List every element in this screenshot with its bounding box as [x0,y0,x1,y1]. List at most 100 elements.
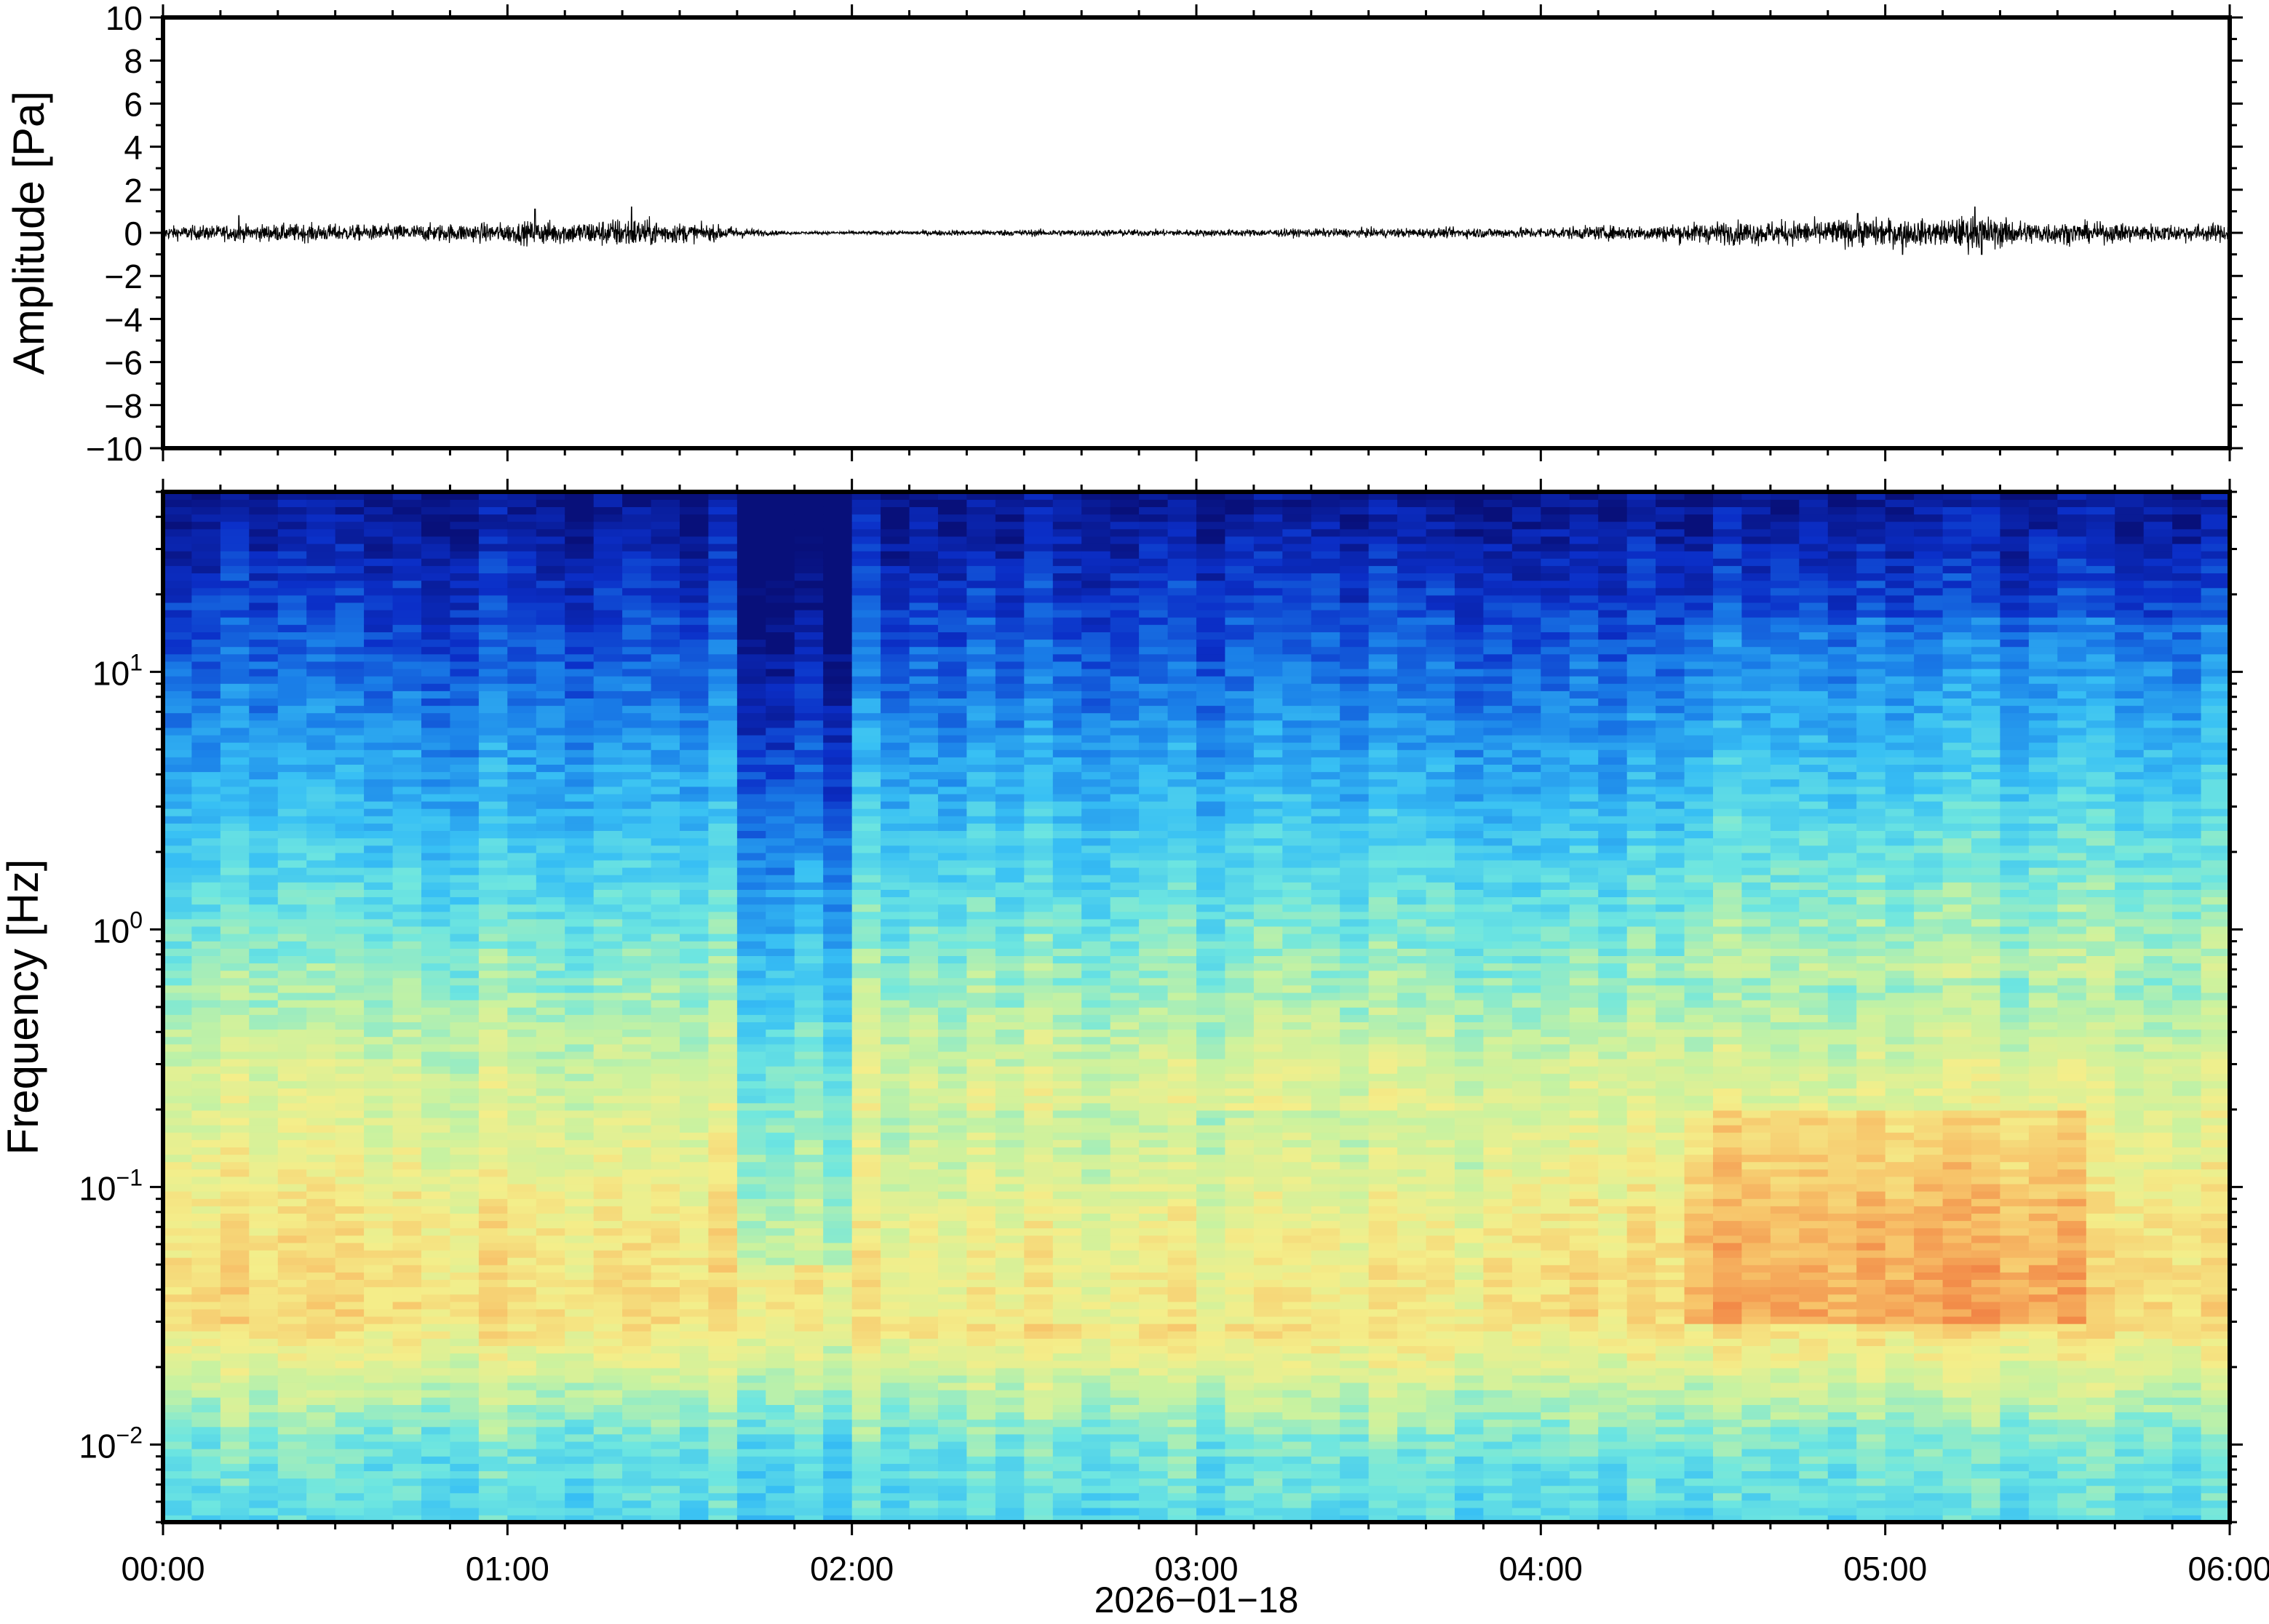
spectrogram-cell [421,1404,451,1413]
spectrogram-cell [164,1198,193,1206]
spectrogram-cell [335,757,365,765]
spectrogram-cell [421,1345,451,1354]
spectrogram-cell [736,580,767,589]
spectrogram-cell [421,896,451,905]
spectrogram-cell [507,1065,537,1074]
spectrogram-cell [851,1345,881,1354]
spectrogram-cell [191,1308,221,1317]
spectrogram-cell [794,587,824,596]
spectrogram-cell [909,1036,939,1045]
spectrogram-cell [736,1338,767,1346]
spectrogram-cell [1110,1286,1140,1295]
spectrogram-cell [392,646,422,655]
spectrogram-cell [1139,1007,1169,1015]
spectrogram-cell [823,1036,853,1045]
spectrogram-cell [794,712,824,721]
spectrogram-cell [191,1286,221,1295]
spectrogram-cell [306,587,336,596]
spectrogram-cell [191,1080,221,1088]
spectrogram-cell [478,550,509,559]
spectrogram-cell [478,1294,509,1302]
spectrogram-cell [277,1470,307,1479]
spectrogram-cell [622,970,652,979]
spectrogram-cell [1024,992,1054,1000]
spectrogram-cell [1139,1338,1169,1346]
spectrogram-cell [851,1367,881,1376]
spectrogram-cell [220,1308,250,1317]
spectrogram-cell [249,941,279,949]
spectrogram-cell [277,970,307,979]
spectrogram-cell [995,948,1025,956]
spectrogram-cell [565,1478,595,1486]
spectrogram-cell [995,1470,1025,1479]
spectrogram-cell [421,1073,451,1081]
spectrogram-cell [335,1169,365,1177]
spectrogram-cell [220,1500,250,1508]
spectrogram-cell [191,771,221,780]
spectrogram-cell [823,1183,853,1192]
spectrogram-cell [881,616,910,625]
spectrogram-cell [909,668,939,677]
spectrogram-cell [651,587,680,596]
spectrogram-cell [593,970,623,979]
spectrogram-cell [450,1272,480,1280]
spectrogram-cell [249,992,279,1000]
spectrogram-cell [277,1139,307,1147]
spectrogram-cell [736,712,767,721]
spectrogram-cell [478,668,509,677]
spectrogram-cell [364,1419,394,1428]
spectrogram-cell [1081,580,1111,589]
spectrogram-cell [794,632,824,640]
spectrogram-cell [507,536,537,544]
spectrogram-cell [680,1095,710,1104]
spectrogram-cell [1139,1426,1169,1435]
spectrogram-cell [478,499,509,507]
spectrogram-cell [593,1323,623,1332]
spectrogram-cell [881,845,910,853]
spectrogram-cell [938,1382,968,1390]
spectrogram-cell [1110,1478,1140,1486]
spectrogram-cell [306,1190,336,1199]
spectrogram-cell [938,771,968,780]
spectrogram-cell [680,550,710,559]
spectrogram-cell [823,646,853,655]
spectrogram-cell [249,830,279,839]
spectrogram-cell [736,683,767,691]
spectrogram-cell [1110,1367,1140,1376]
spectrogram-cell [220,786,250,795]
spectrogram-cell [364,580,394,589]
spectrogram-cell [220,889,250,898]
spectrogram-cell [909,793,939,802]
spectrogram-cell [593,963,623,971]
spectrogram-cell [1139,1176,1169,1185]
spectrogram-cell [249,646,279,655]
spectrogram-cell [680,1073,710,1081]
spectrogram-cell [1139,1294,1169,1302]
spectrogram-cell [392,904,422,912]
spectrogram-cell [766,1043,795,1052]
spectrogram-cell [565,1036,595,1045]
spectrogram-cell [736,1051,767,1059]
spectrogram-cell [995,609,1025,618]
spectrogram-cell [1024,1139,1054,1147]
spectrogram-cell [507,1147,537,1155]
spectrogram-cell [680,800,710,809]
spectrogram-cell [507,800,537,809]
spectrogram-cell [164,800,193,809]
spectrogram-cell [565,1315,595,1324]
spectrogram-cell [478,1235,509,1243]
spectrogram-cell [1081,1110,1111,1118]
spectrogram-cell [622,616,652,625]
spectrogram-cell [1081,594,1111,603]
spectrogram-cell [909,1279,939,1288]
spectrogram-cell [736,999,767,1008]
spectrogram-cell [392,970,422,979]
spectrogram-cell [421,1022,451,1030]
spectrogram-cell [881,1286,910,1295]
spectrogram-cell [364,984,394,993]
spectrogram-cell [1024,1448,1054,1457]
spectrogram-cell [565,1022,595,1030]
spectrogram-cell [536,933,565,942]
spectrogram-cell [1139,1412,1169,1420]
spectrogram-cell [851,911,881,920]
